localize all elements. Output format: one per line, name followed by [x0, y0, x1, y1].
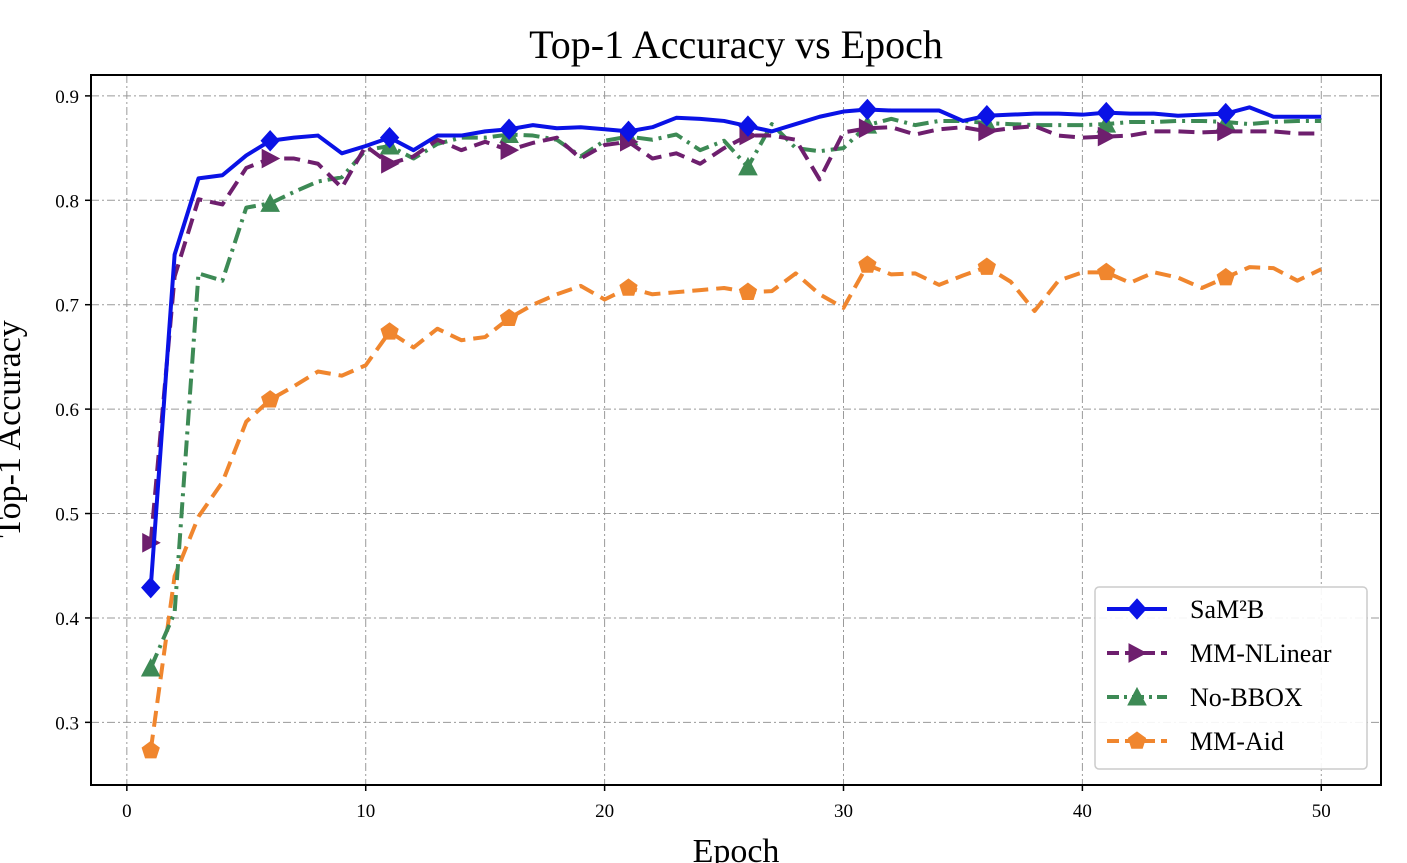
x-tick-label: 20 — [595, 801, 614, 822]
series-1 — [142, 118, 1322, 553]
data-point — [1097, 262, 1116, 281]
data-point — [141, 740, 160, 759]
legend-item: MM-Aid — [1107, 727, 1284, 756]
data-point — [738, 115, 758, 137]
data-point — [500, 140, 520, 161]
data-point — [619, 278, 638, 296]
legend-item: SaM²B — [1107, 595, 1264, 624]
x-tick-label: 40 — [1073, 801, 1092, 822]
y-tick-label: 0.9 — [55, 87, 79, 108]
grid-lines — [91, 75, 1381, 785]
chart-title: Top-1 Accuracy vs Epoch — [529, 22, 943, 67]
data-point — [618, 120, 639, 143]
data-point — [499, 118, 519, 141]
data-point — [977, 257, 996, 275]
data-point — [738, 156, 758, 176]
data-point — [1096, 101, 1116, 124]
legend-label: SaM²B — [1190, 595, 1264, 624]
series-line — [148, 116, 1322, 669]
data-point — [858, 255, 877, 273]
legend: SaM²B MM-NLinear No-BBOX MM-Aid — [1094, 586, 1368, 770]
series-line — [148, 105, 1322, 588]
data-point — [142, 532, 161, 553]
legend-label: No-BBOX — [1190, 683, 1303, 712]
y-tick-label: 0.6 — [55, 400, 79, 421]
data-point — [261, 390, 280, 408]
series-0 — [141, 98, 1322, 599]
data-point — [1217, 121, 1236, 142]
data-point — [381, 153, 400, 174]
x-tick-label: 50 — [1312, 801, 1331, 822]
data-point — [738, 282, 758, 300]
legend-item: No-BBOX — [1107, 683, 1303, 712]
x-tick-label: 0 — [122, 801, 132, 822]
series-line — [148, 124, 1322, 543]
legend-item: MM-NLinear — [1107, 639, 1332, 668]
data-point — [379, 126, 400, 149]
data-point — [1216, 102, 1236, 125]
y-tick-label: 0.4 — [55, 609, 79, 630]
legend-label: MM-NLinear — [1190, 639, 1332, 668]
data-point — [857, 98, 878, 121]
legend-label: MM-Aid — [1190, 727, 1284, 756]
y-tick-label: 0.3 — [55, 713, 79, 734]
x-tick-label: 30 — [834, 801, 853, 822]
legend-marker — [1127, 598, 1147, 620]
data-point — [380, 322, 399, 340]
legend-marker — [1128, 643, 1148, 663]
series-line — [148, 263, 1323, 751]
data-point — [1097, 126, 1117, 147]
data-point — [1216, 267, 1235, 286]
series-3 — [141, 255, 1323, 759]
legend-marker — [1127, 731, 1147, 749]
x-tick-label: 10 — [356, 801, 375, 822]
data-point — [858, 118, 878, 139]
data-point — [261, 148, 281, 169]
data-point — [260, 193, 280, 212]
data-point — [978, 121, 997, 142]
series-layer — [140, 98, 1323, 759]
legend-marker — [1127, 686, 1147, 706]
data-point — [977, 104, 997, 127]
y-tick-label: 0.5 — [55, 505, 79, 526]
data-point — [141, 576, 161, 599]
data-point — [260, 130, 280, 152]
y-axis-label: Top-1 Accuracy — [0, 320, 28, 538]
x-axis-label: Epoch — [693, 833, 780, 863]
plot-frame — [90, 74, 1382, 786]
y-tick-label: 0.8 — [55, 191, 79, 212]
y-tick-label: 0.7 — [55, 296, 79, 317]
legend-box — [1094, 586, 1368, 770]
data-point — [140, 657, 161, 677]
axis-ticks: 0 10 20 30 40 50 0.3 0.4 0.5 0.6 0.7 0.8 0.9 — [55, 87, 1331, 822]
data-point — [499, 308, 519, 327]
